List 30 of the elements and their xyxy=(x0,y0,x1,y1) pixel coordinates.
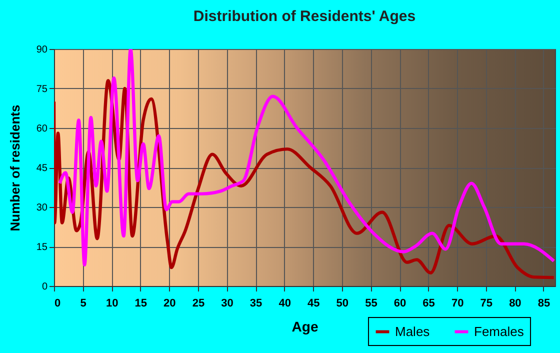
x-tick-label: 0 xyxy=(54,298,61,310)
y-tick-label: 45 xyxy=(36,163,48,174)
x-tick-label: 45 xyxy=(308,298,320,310)
chart-title: Distribution of Residents' Ages xyxy=(193,8,416,25)
x-tick-label: 20 xyxy=(164,298,176,310)
x-tick-label: 60 xyxy=(394,298,406,310)
legend-label: Females xyxy=(474,324,524,339)
y-tick-label: 30 xyxy=(36,202,48,214)
x-tick-label: 55 xyxy=(365,298,378,310)
x-tick-label: 35 xyxy=(250,298,262,310)
x-tick-label: 5 xyxy=(80,298,86,310)
y-axis-title: Number of residents xyxy=(7,104,22,232)
x-tick-label: 70 xyxy=(451,298,464,310)
x-tick-label: 25 xyxy=(192,298,205,310)
x-axis-title: Age xyxy=(292,318,318,334)
x-tick-label: 85 xyxy=(538,298,550,310)
x-tick-label: 75 xyxy=(480,298,493,310)
x-tick-label: 80 xyxy=(509,298,522,310)
y-tick-label: 15 xyxy=(36,242,48,253)
x-tick-label: 15 xyxy=(134,298,148,310)
y-tick-label: 0 xyxy=(42,282,48,292)
y-tick-label: 90 xyxy=(36,44,48,56)
x-tick-label: 30 xyxy=(221,298,234,310)
x-tick-label: 50 xyxy=(336,298,349,310)
y-tick-label: 75 xyxy=(36,84,48,95)
x-tick-label: 65 xyxy=(422,298,435,310)
x-tick-label: 40 xyxy=(278,298,291,310)
y-tick-label: 60 xyxy=(36,124,48,134)
x-tick-label: 10 xyxy=(106,298,118,310)
legend-label: Males xyxy=(395,324,430,339)
